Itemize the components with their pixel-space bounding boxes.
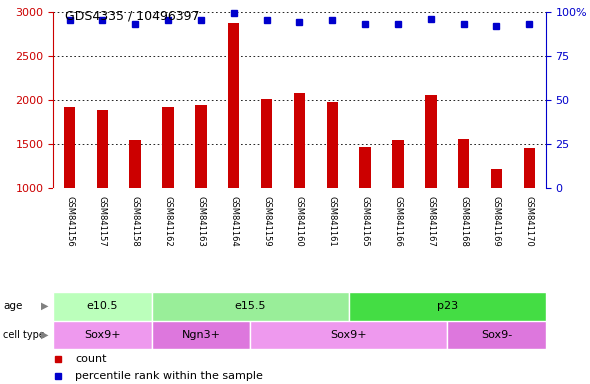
Text: cell type: cell type bbox=[3, 330, 45, 340]
Bar bbox=[523, 147, 535, 276]
Bar bbox=[53, 292, 152, 321]
Bar bbox=[129, 141, 141, 276]
Bar bbox=[326, 102, 338, 276]
Text: count: count bbox=[76, 354, 107, 364]
Bar bbox=[64, 107, 76, 276]
Text: e15.5: e15.5 bbox=[234, 301, 266, 311]
Text: GSM841162: GSM841162 bbox=[163, 197, 172, 247]
Text: GSM841156: GSM841156 bbox=[65, 197, 74, 247]
Text: Sox9+: Sox9+ bbox=[330, 330, 367, 340]
Bar bbox=[195, 105, 206, 276]
Text: GSM841157: GSM841157 bbox=[98, 197, 107, 247]
Text: GSM841170: GSM841170 bbox=[525, 197, 534, 247]
Text: age: age bbox=[3, 301, 22, 311]
Text: percentile rank within the sample: percentile rank within the sample bbox=[76, 371, 263, 381]
Text: Ngn3+: Ngn3+ bbox=[181, 330, 221, 340]
Bar bbox=[250, 321, 447, 349]
Text: GSM841167: GSM841167 bbox=[427, 197, 435, 247]
Text: GSM841158: GSM841158 bbox=[131, 197, 140, 247]
Text: p23: p23 bbox=[437, 301, 458, 311]
Bar bbox=[294, 93, 305, 276]
Text: GSM841161: GSM841161 bbox=[328, 197, 337, 247]
Bar bbox=[228, 23, 240, 276]
Text: GSM841166: GSM841166 bbox=[394, 197, 402, 247]
Text: e10.5: e10.5 bbox=[87, 301, 118, 311]
Bar bbox=[359, 147, 371, 276]
Bar bbox=[53, 321, 152, 349]
Bar bbox=[349, 292, 546, 321]
Bar bbox=[458, 139, 470, 276]
Text: ▶: ▶ bbox=[41, 330, 48, 340]
Text: GSM841163: GSM841163 bbox=[196, 197, 205, 247]
Bar bbox=[162, 107, 174, 276]
Bar bbox=[261, 99, 273, 276]
Bar bbox=[97, 111, 108, 276]
Bar bbox=[392, 140, 404, 276]
Text: GSM841160: GSM841160 bbox=[295, 197, 304, 247]
Text: GSM841159: GSM841159 bbox=[262, 197, 271, 247]
Text: Sox9+: Sox9+ bbox=[84, 330, 121, 340]
Text: GSM841168: GSM841168 bbox=[459, 197, 468, 247]
Bar bbox=[425, 94, 437, 276]
Bar bbox=[447, 321, 546, 349]
Text: GSM841164: GSM841164 bbox=[230, 197, 238, 247]
Bar bbox=[152, 321, 250, 349]
Bar bbox=[491, 169, 502, 276]
Text: Sox9-: Sox9- bbox=[481, 330, 512, 340]
Text: GDS4335 / 10496397: GDS4335 / 10496397 bbox=[65, 10, 199, 23]
Text: ▶: ▶ bbox=[41, 301, 48, 311]
Bar bbox=[152, 292, 349, 321]
Text: GSM841165: GSM841165 bbox=[360, 197, 369, 247]
Text: GSM841169: GSM841169 bbox=[492, 197, 501, 247]
